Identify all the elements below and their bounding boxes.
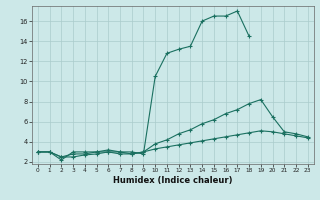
X-axis label: Humidex (Indice chaleur): Humidex (Indice chaleur) — [113, 176, 233, 185]
